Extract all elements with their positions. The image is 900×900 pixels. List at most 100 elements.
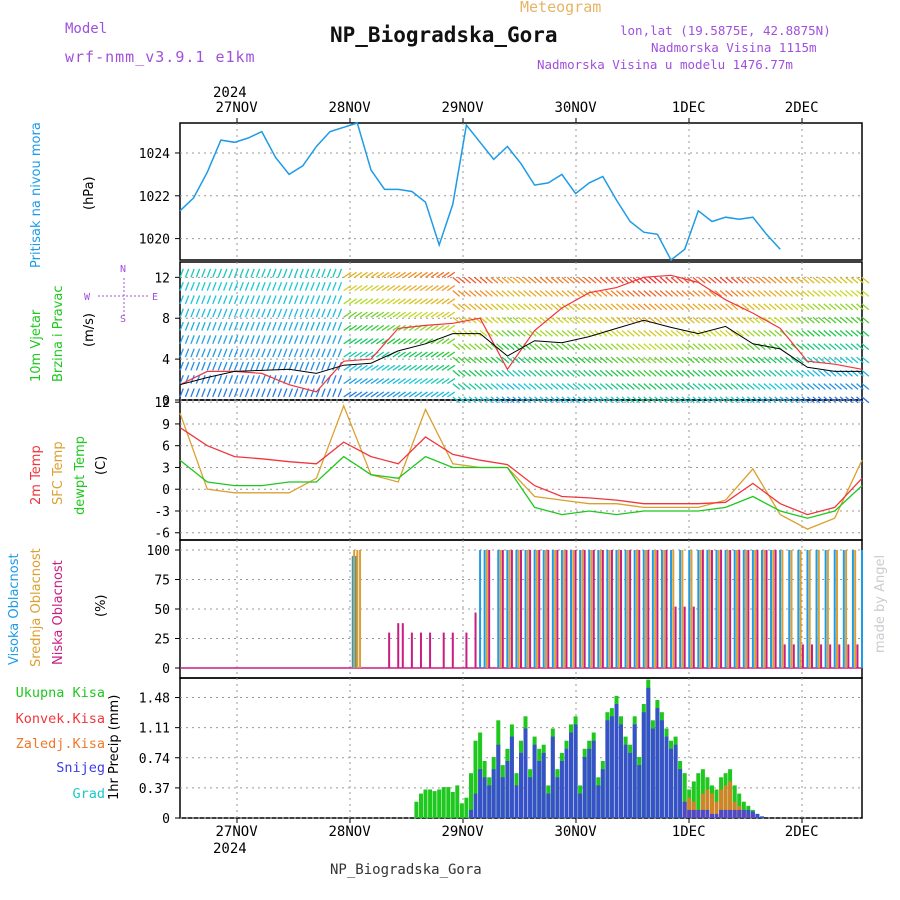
wind-barb <box>452 276 461 284</box>
snow-bar <box>746 809 751 818</box>
wind-barb <box>244 268 250 278</box>
wind-barb <box>506 316 515 324</box>
wind-barb <box>768 329 777 337</box>
wind-barb <box>299 375 304 384</box>
wind-barb <box>479 369 488 377</box>
wind-barb <box>190 308 195 318</box>
snow-bar <box>673 744 678 818</box>
wind-barb <box>523 316 532 324</box>
wind-barb <box>534 290 542 297</box>
wind-barb <box>763 276 772 284</box>
wind-barb <box>343 311 352 318</box>
wind-barb <box>348 338 357 345</box>
wind-barb <box>719 303 728 311</box>
wind-barb <box>223 348 228 358</box>
wind-barb <box>681 396 690 404</box>
wind-barb <box>321 348 326 358</box>
panel-frame-temp <box>179 399 863 541</box>
wind-barb <box>376 271 385 278</box>
snow-bar <box>564 748 569 818</box>
wind-barb <box>512 356 521 364</box>
wind-barb <box>266 335 272 345</box>
wind-barb <box>561 343 570 351</box>
wind-barb <box>479 396 488 404</box>
snow-bar <box>469 809 473 818</box>
snow-bar <box>559 761 564 818</box>
wind-barb <box>293 361 299 371</box>
wind-barb <box>796 276 804 284</box>
precip-legend-item: Konvek.Kisa <box>16 711 105 727</box>
wind-barb <box>796 290 804 297</box>
wind-barb <box>534 343 542 351</box>
wind-barb <box>321 308 326 318</box>
wind-barb <box>474 303 482 311</box>
wind-barb <box>223 361 228 371</box>
wind-barb <box>255 308 261 318</box>
wind-barb <box>812 329 821 337</box>
wind-barb <box>561 369 570 377</box>
wind-barb <box>779 383 788 390</box>
wind-gust-line <box>179 274 863 393</box>
wind-barb <box>512 290 521 297</box>
wind-barb <box>184 388 190 398</box>
snow-bar <box>614 704 619 818</box>
wind-barb <box>692 343 701 351</box>
wind-barb <box>485 396 493 404</box>
wind-barb <box>332 375 337 384</box>
wind-barb <box>583 329 592 337</box>
wind-barb <box>392 271 401 278</box>
wind-barb <box>785 316 793 324</box>
wind-barb <box>501 290 510 297</box>
wind-barb <box>288 321 294 331</box>
wind-barb <box>419 298 428 305</box>
wind-barb <box>343 378 352 385</box>
wind-barb <box>501 303 510 311</box>
wind-barb <box>233 361 239 371</box>
wind-barb <box>517 276 526 284</box>
wind-barb <box>648 383 657 390</box>
snow-bar <box>710 813 714 818</box>
wind-barb <box>337 295 343 305</box>
wind-barb <box>201 321 206 331</box>
wind-barb <box>725 396 733 404</box>
precip-legend-item: Zaledj.Kisa <box>16 736 105 752</box>
wind-barb <box>479 329 488 337</box>
wind-barb <box>463 383 472 390</box>
wind-barb <box>244 335 250 345</box>
wind-barb <box>343 298 352 305</box>
wind-barb <box>572 329 581 337</box>
wind-barb <box>736 290 744 297</box>
pressure-tick-label: 1022 <box>139 190 170 205</box>
wind-barb <box>534 316 542 324</box>
wind-barb <box>468 303 477 311</box>
wind-barb <box>512 316 521 324</box>
wind-barb <box>348 311 357 318</box>
wind-barb <box>255 321 261 331</box>
wind-barb <box>392 378 401 385</box>
wind-barb <box>747 383 755 390</box>
wind-barb <box>725 369 733 377</box>
wind-barb <box>861 369 870 377</box>
wind-barb <box>386 271 396 278</box>
model-name: wrf-nmm_v3.9.1 e1km <box>65 48 256 66</box>
wind-barb <box>517 356 526 364</box>
wind-barb <box>812 316 821 324</box>
wind-barb <box>414 271 423 278</box>
wind-barb <box>796 356 804 364</box>
wind-barb <box>190 321 195 331</box>
wind-barb <box>730 356 739 364</box>
wind-barb <box>588 290 597 297</box>
wind-barb <box>496 396 504 404</box>
snow-bar <box>491 769 496 818</box>
wind-barb <box>665 303 673 311</box>
wind-barb <box>457 276 466 284</box>
wind-barb <box>233 375 239 384</box>
wind-barb <box>277 348 283 358</box>
wind-barb <box>850 329 859 337</box>
wind-barb <box>621 396 630 404</box>
wind-barb <box>463 343 472 351</box>
wind-barb <box>201 295 206 305</box>
wind-barb <box>550 343 559 351</box>
wind-barb <box>856 383 864 390</box>
wind-barb <box>212 281 217 291</box>
